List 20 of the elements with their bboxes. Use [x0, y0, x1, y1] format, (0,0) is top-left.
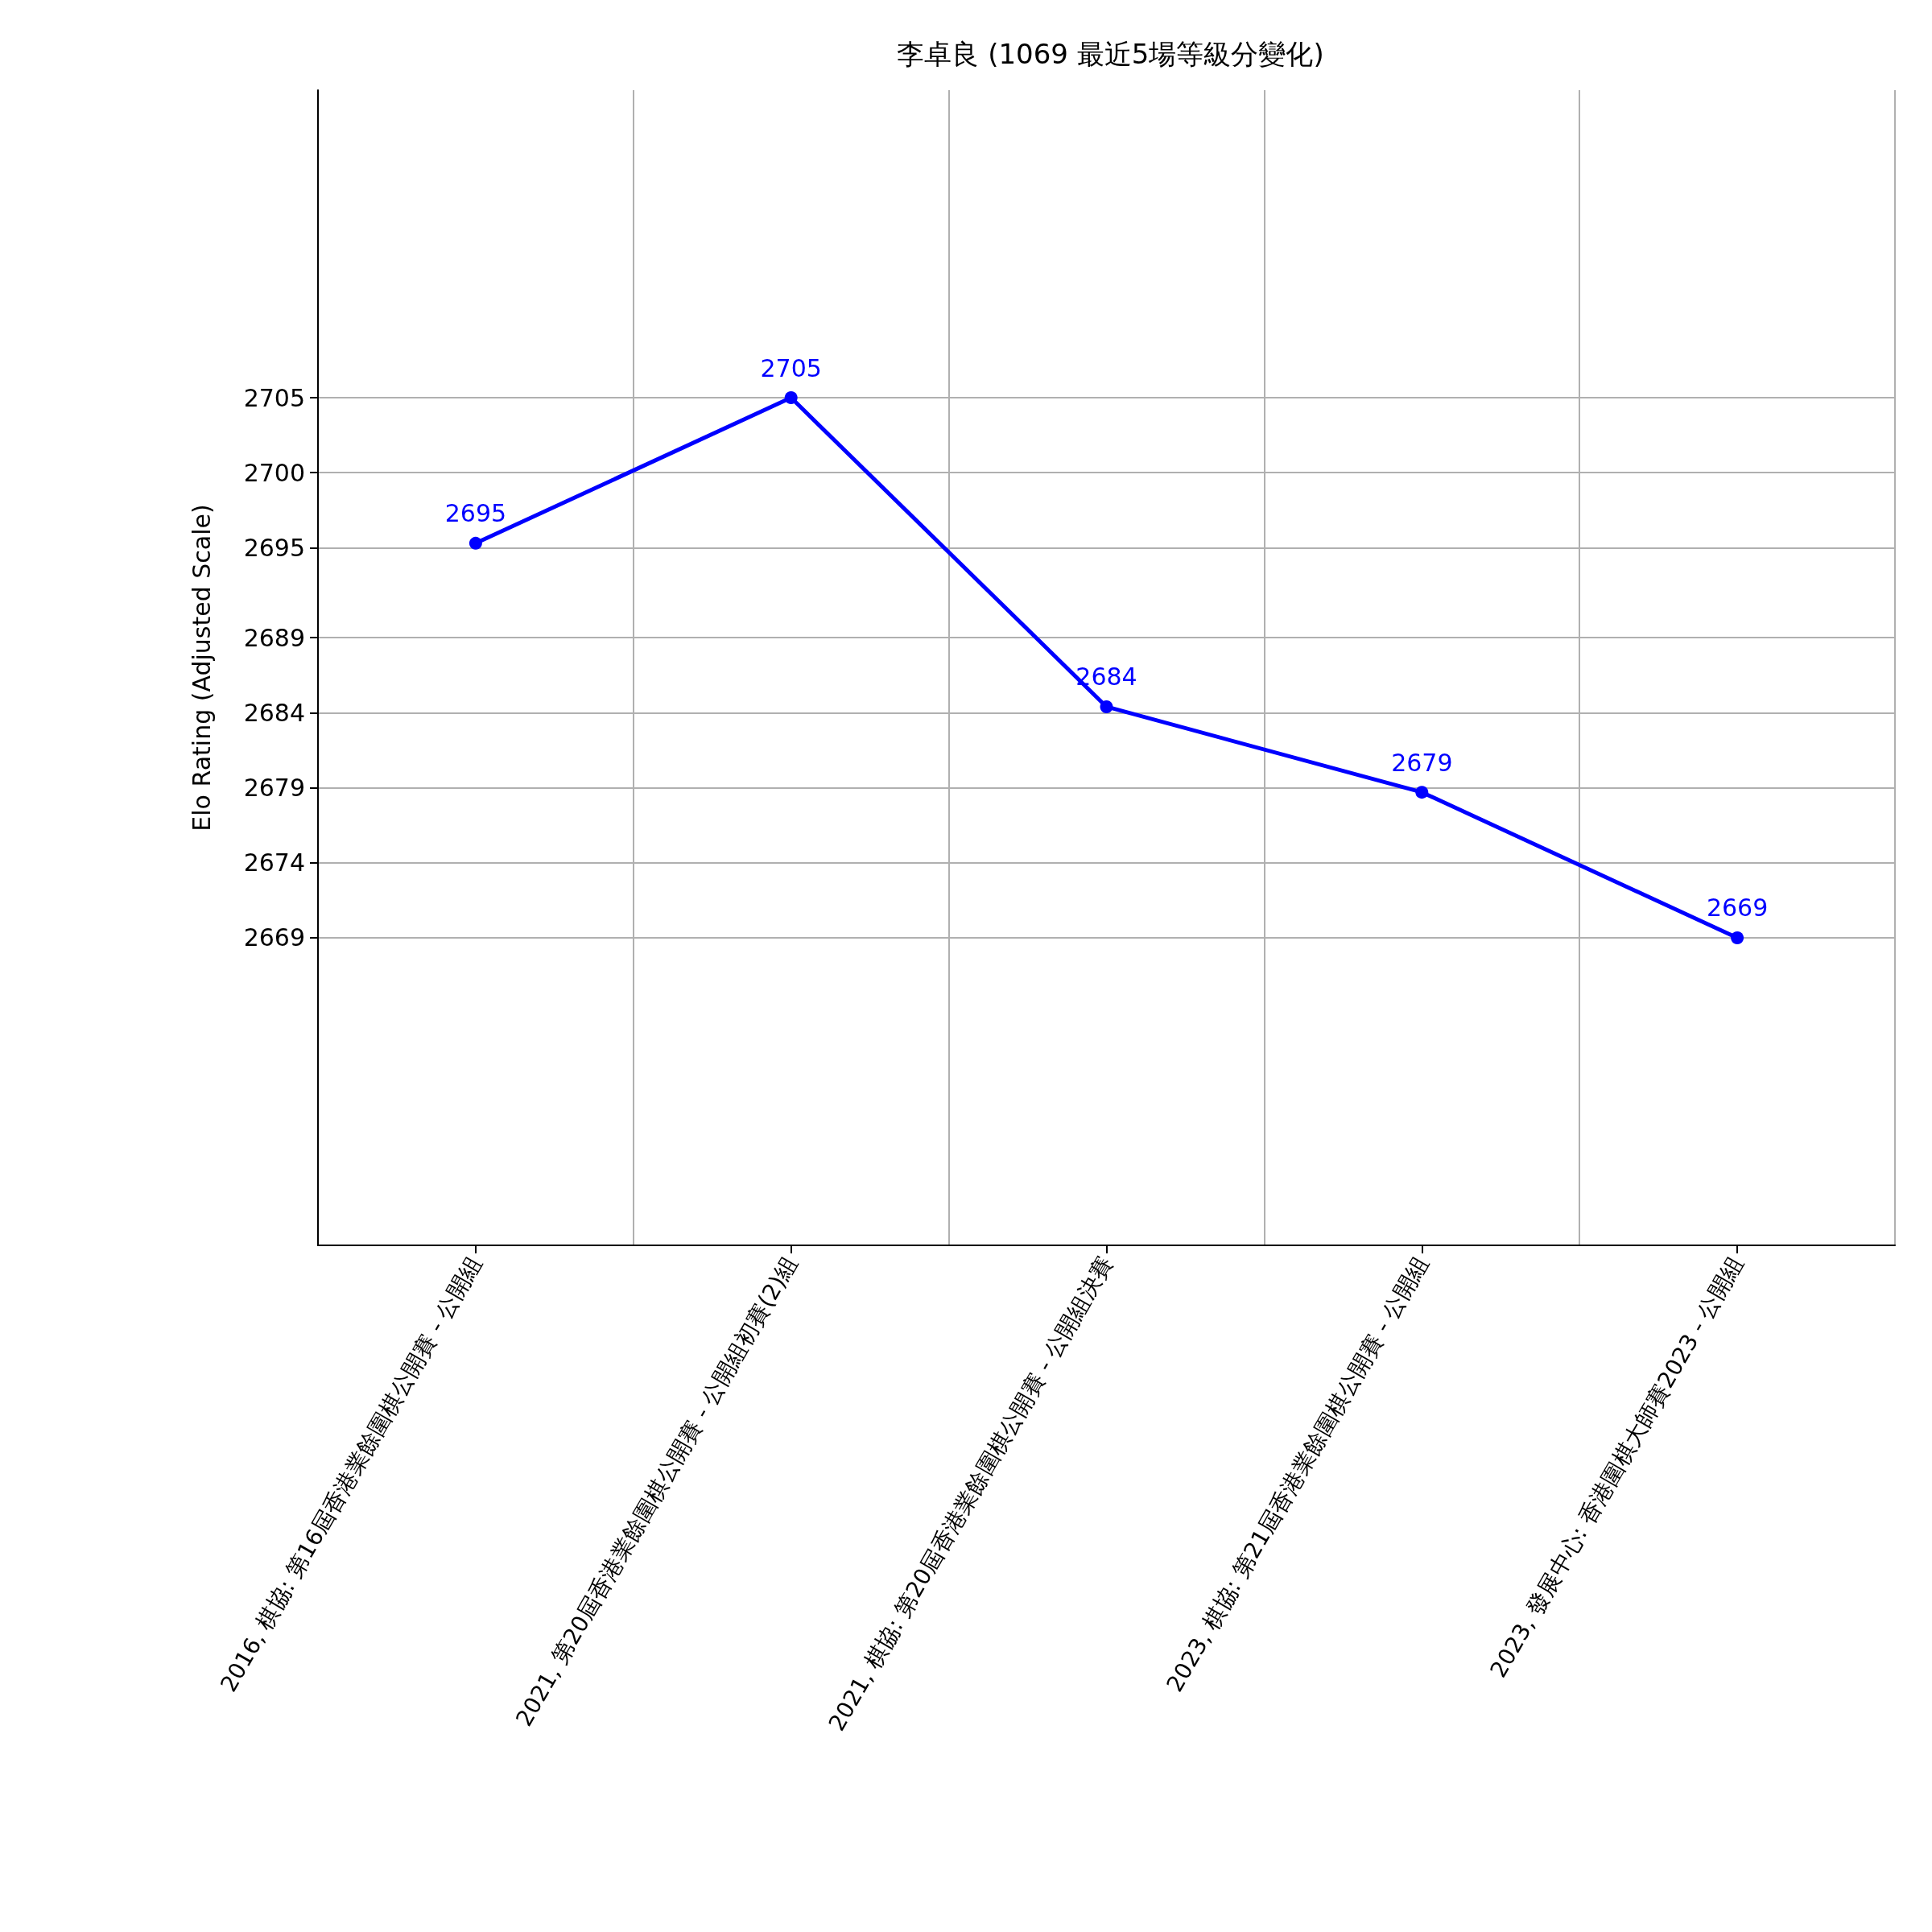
data-label: 2695: [444, 499, 507, 528]
point: [469, 536, 482, 550]
data-label: 2679: [1391, 748, 1453, 777]
point: [784, 391, 798, 405]
y-tick-label: 2700: [243, 458, 305, 487]
y-tick-label: 2705: [243, 383, 305, 412]
y-tick-label: 2684: [243, 698, 305, 727]
point: [1415, 786, 1429, 799]
data-label: 2669: [1706, 894, 1769, 923]
data-label: 2705: [760, 353, 822, 382]
y-axis-title: Elo Rating (Adjusted Scale): [187, 504, 216, 832]
y-tick-label: 2669: [243, 923, 305, 952]
y-tick-label: 2674: [243, 848, 305, 877]
point: [1100, 700, 1113, 713]
point: [1731, 931, 1744, 944]
data-label: 2684: [1075, 663, 1137, 691]
y-tick-label: 2689: [243, 623, 305, 652]
y-tick-label: 2695: [243, 533, 305, 562]
chart-title: 李卓良 (1069 最近5場等級分變化): [897, 38, 1324, 70]
y-tick-label: 2679: [243, 774, 305, 803]
